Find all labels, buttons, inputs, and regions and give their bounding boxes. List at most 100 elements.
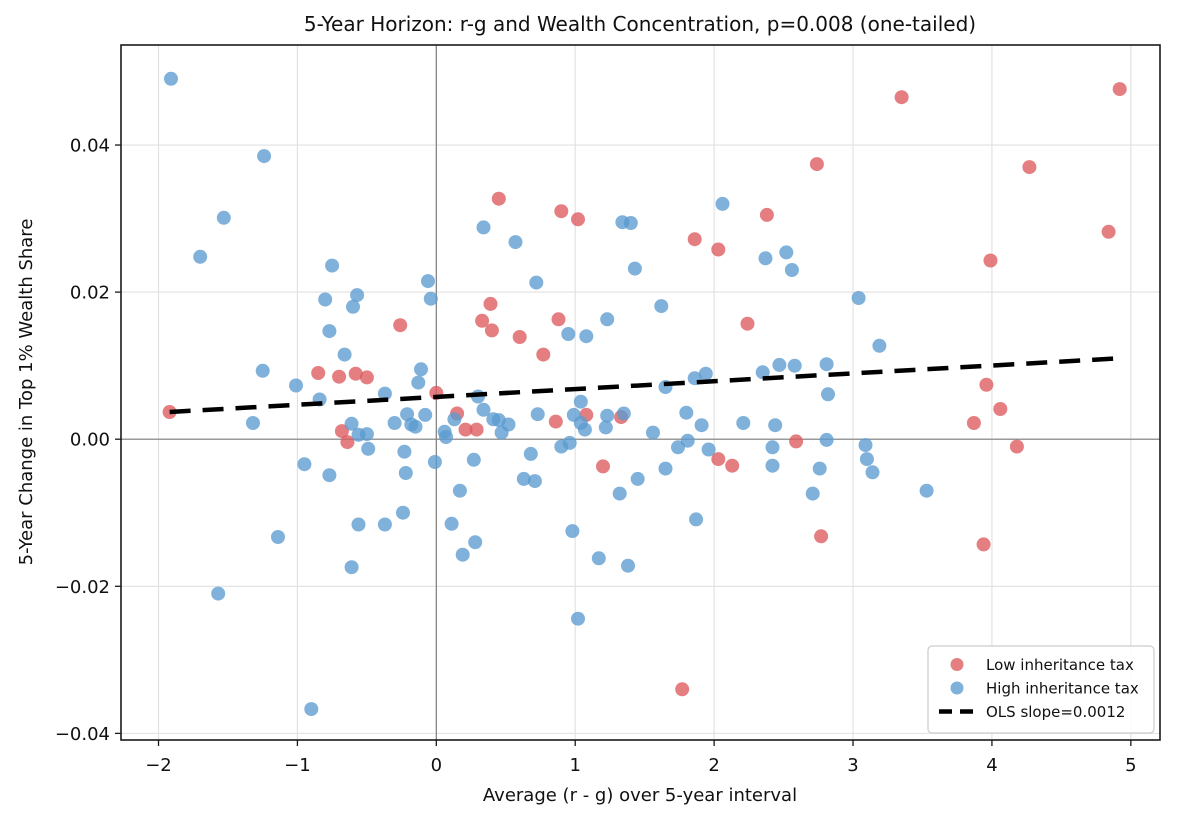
plot-border (120, 44, 1161, 741)
scatter-point (361, 441, 376, 456)
scatter-point (350, 288, 365, 303)
scatter-point (211, 586, 226, 601)
scatter-point (516, 471, 531, 486)
scatter-point (501, 417, 516, 432)
scatter-point (529, 275, 544, 290)
scatter-point (562, 435, 577, 450)
scatter-point (418, 407, 433, 422)
scatter-point (819, 357, 834, 372)
legend-marker-dot (950, 658, 964, 671)
scatter-point (812, 461, 827, 476)
scatter-point (701, 442, 716, 457)
scatter-point (411, 375, 426, 390)
scatter-point (711, 452, 726, 467)
scatter-point (468, 535, 483, 550)
x-tick-label: 2 (708, 755, 719, 776)
legend-label: Low inheritance tax (986, 656, 1134, 674)
y-axis-label: 5-Year Change in Top 1% Wealth Share (16, 219, 37, 566)
scatter-point (523, 446, 538, 461)
x-tick-label: 3 (847, 755, 858, 776)
scatter-point (679, 405, 694, 420)
scatter-point (983, 253, 998, 268)
scatter-point (322, 468, 337, 483)
scatter-point (993, 402, 1008, 416)
scatter-point (322, 324, 337, 339)
scatter-point (755, 365, 770, 380)
y-tick-label: −0.02 (55, 577, 110, 598)
scatter-point (271, 530, 285, 544)
scatter-point (476, 402, 491, 417)
scatter-point (894, 90, 909, 105)
scatter-point (421, 274, 435, 289)
legend-marker-dot (950, 681, 964, 695)
scatter-point (612, 486, 627, 501)
scatter-point (680, 433, 695, 448)
scatter-point (768, 418, 783, 433)
scatter-point (334, 424, 349, 439)
scatter-point (351, 517, 366, 532)
scatter-point (439, 430, 453, 444)
scatter-point (408, 419, 423, 434)
gridlines-layer (121, 45, 1160, 740)
scatter-point (491, 191, 506, 206)
scatter-point (216, 210, 231, 225)
scatter-point (571, 611, 585, 626)
scatter-point (548, 414, 563, 429)
scatter-point (658, 461, 673, 476)
series-high-inheritance-tax (164, 71, 934, 717)
scatter-point (527, 474, 542, 489)
scatter-point (246, 416, 260, 430)
scatter-point (698, 366, 713, 381)
scatter-point (571, 212, 585, 227)
scatter-point (758, 251, 773, 266)
scatter-point (600, 312, 615, 327)
scatter-point (711, 242, 726, 257)
scatter-point (318, 292, 333, 307)
scatter-point (469, 422, 484, 437)
scatter-point (577, 422, 592, 437)
scatter-point (414, 362, 428, 377)
scatter-point (805, 486, 820, 501)
scatter-point (257, 149, 272, 164)
scatter-point (297, 457, 312, 472)
scatter-point (740, 316, 755, 331)
scatter-point (819, 432, 834, 447)
scatter-point (458, 422, 473, 437)
scatter-point (311, 366, 326, 380)
scatter-point (289, 378, 303, 393)
scatter-point (396, 505, 410, 520)
legend-label: High inheritance tax (986, 680, 1139, 698)
scatter-point (561, 327, 576, 341)
y-tick-label: 0.02 (70, 283, 110, 304)
scatter-point (512, 330, 527, 344)
legend-box (927, 645, 1155, 734)
series-low-inheritance-tax (162, 82, 1127, 697)
scatter-point (255, 363, 270, 378)
scatter-point (814, 529, 829, 544)
scatter-point (865, 465, 880, 480)
scatter-point (483, 296, 498, 311)
x-tick-label: 4 (986, 755, 997, 776)
scatter-point (508, 235, 523, 250)
scatter-point (340, 435, 355, 450)
scatter-point (1101, 224, 1116, 239)
scatter-point (736, 416, 751, 430)
scatter-point (466, 452, 481, 467)
scatter-point (598, 420, 613, 435)
scatter-point (455, 547, 470, 562)
scatter-point (387, 416, 402, 430)
scatter-point (484, 323, 499, 338)
scatter-point (427, 455, 442, 469)
scatter-point (765, 440, 780, 455)
x-tick-label: 1 (569, 755, 580, 776)
scatter-point (765, 458, 780, 473)
scatter-point (359, 370, 374, 385)
scatter-point (325, 258, 340, 273)
scatter-point (475, 313, 490, 328)
scatter-point (851, 291, 866, 305)
scatter-point (551, 312, 566, 327)
scatter-point (337, 347, 352, 362)
scatter-point (725, 458, 740, 473)
scatter-point (715, 196, 730, 211)
